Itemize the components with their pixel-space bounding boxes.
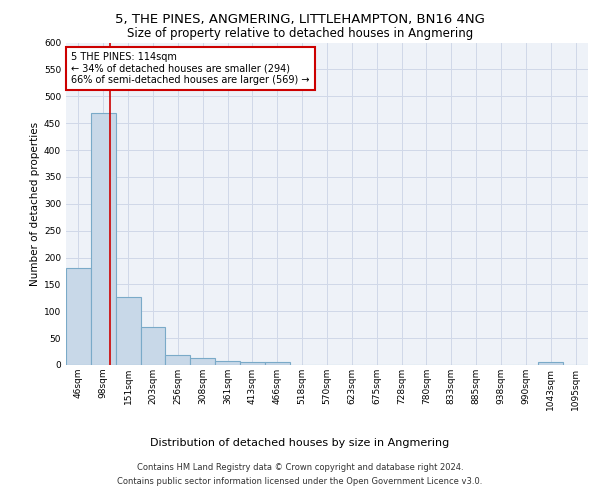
Text: Contains public sector information licensed under the Open Government Licence v3: Contains public sector information licen… [118,476,482,486]
Bar [215,361,240,365]
Bar [265,362,290,365]
Text: Distribution of detached houses by size in Angmering: Distribution of detached houses by size … [151,438,449,448]
Bar [190,358,215,365]
Bar [66,268,91,365]
Text: 5, THE PINES, ANGMERING, LITTLEHAMPTON, BN16 4NG: 5, THE PINES, ANGMERING, LITTLEHAMPTON, … [115,12,485,26]
Bar [116,298,140,365]
Text: Contains HM Land Registry data © Crown copyright and database right 2024.: Contains HM Land Registry data © Crown c… [137,463,463,472]
Bar [140,328,166,365]
Y-axis label: Number of detached properties: Number of detached properties [30,122,40,286]
Text: 5 THE PINES: 114sqm
← 34% of detached houses are smaller (294)
66% of semi-detac: 5 THE PINES: 114sqm ← 34% of detached ho… [71,52,310,86]
Text: Size of property relative to detached houses in Angmering: Size of property relative to detached ho… [127,28,473,40]
Bar [166,356,190,365]
Bar [91,114,116,365]
Bar [240,362,265,365]
Bar [538,362,563,365]
